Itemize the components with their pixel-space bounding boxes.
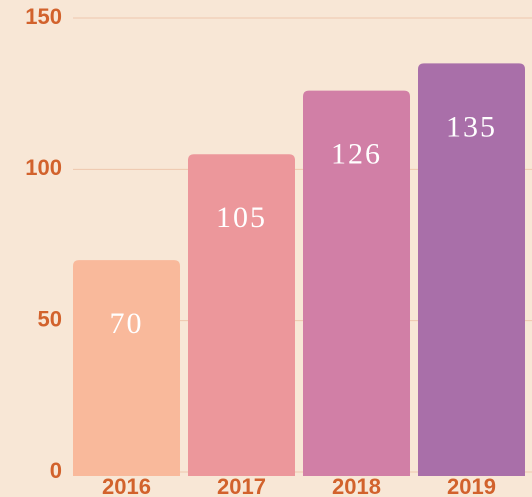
- x-tick-label: 2017: [217, 474, 266, 497]
- x-tick-label: 2018: [332, 474, 381, 497]
- x-tick-label: 2019: [447, 474, 496, 497]
- bar: [73, 260, 180, 476]
- y-tick-label: 100: [25, 155, 62, 180]
- x-tick-label: 2016: [102, 474, 151, 497]
- y-tick-label: 0: [50, 458, 62, 483]
- y-tick-label: 50: [38, 306, 62, 331]
- data-label: 70: [110, 307, 144, 340]
- data-label: 105: [216, 201, 267, 234]
- data-label: 126: [331, 138, 382, 171]
- y-tick-label: 150: [25, 4, 62, 29]
- bar: [188, 154, 295, 476]
- bar: [303, 90, 410, 476]
- bar: [418, 63, 525, 477]
- data-label: 135: [446, 110, 497, 143]
